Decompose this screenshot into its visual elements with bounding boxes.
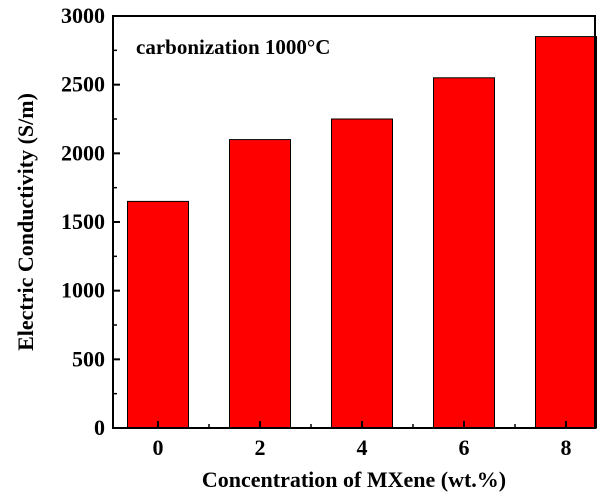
y-tick-label: 0	[94, 415, 105, 440]
bar-6	[433, 77, 495, 429]
bar-4	[331, 118, 393, 429]
x-axis-title: Concentration of MXene (wt.%)	[202, 467, 506, 492]
y-tick-label: 3000	[61, 3, 105, 28]
y-tick-label: 2500	[61, 72, 105, 97]
x-tick-label: 4	[357, 435, 368, 460]
bar-8	[535, 36, 597, 429]
plot-frame	[112, 15, 596, 429]
bar-0	[127, 200, 189, 429]
y-tick-label: 1000	[61, 278, 105, 303]
y-tick-label: 500	[72, 346, 105, 371]
bars-group	[127, 36, 597, 429]
x-tick-label: 0	[153, 435, 164, 460]
x-tick-label: 2	[255, 435, 266, 460]
y-tick-label: 1500	[61, 209, 105, 234]
y-tick-label: 2000	[61, 140, 105, 165]
chart-annotation: carbonization 1000°C	[136, 35, 330, 59]
bar-2	[229, 139, 291, 429]
ticks-group: 0 2 4 6 8 0 500 1000 1500 2000 2500 3000	[61, 3, 572, 460]
y-axis-title: Electric Conductivity (S/m)	[13, 93, 38, 351]
x-tick-label: 6	[459, 435, 470, 460]
x-tick-label: 8	[561, 435, 572, 460]
